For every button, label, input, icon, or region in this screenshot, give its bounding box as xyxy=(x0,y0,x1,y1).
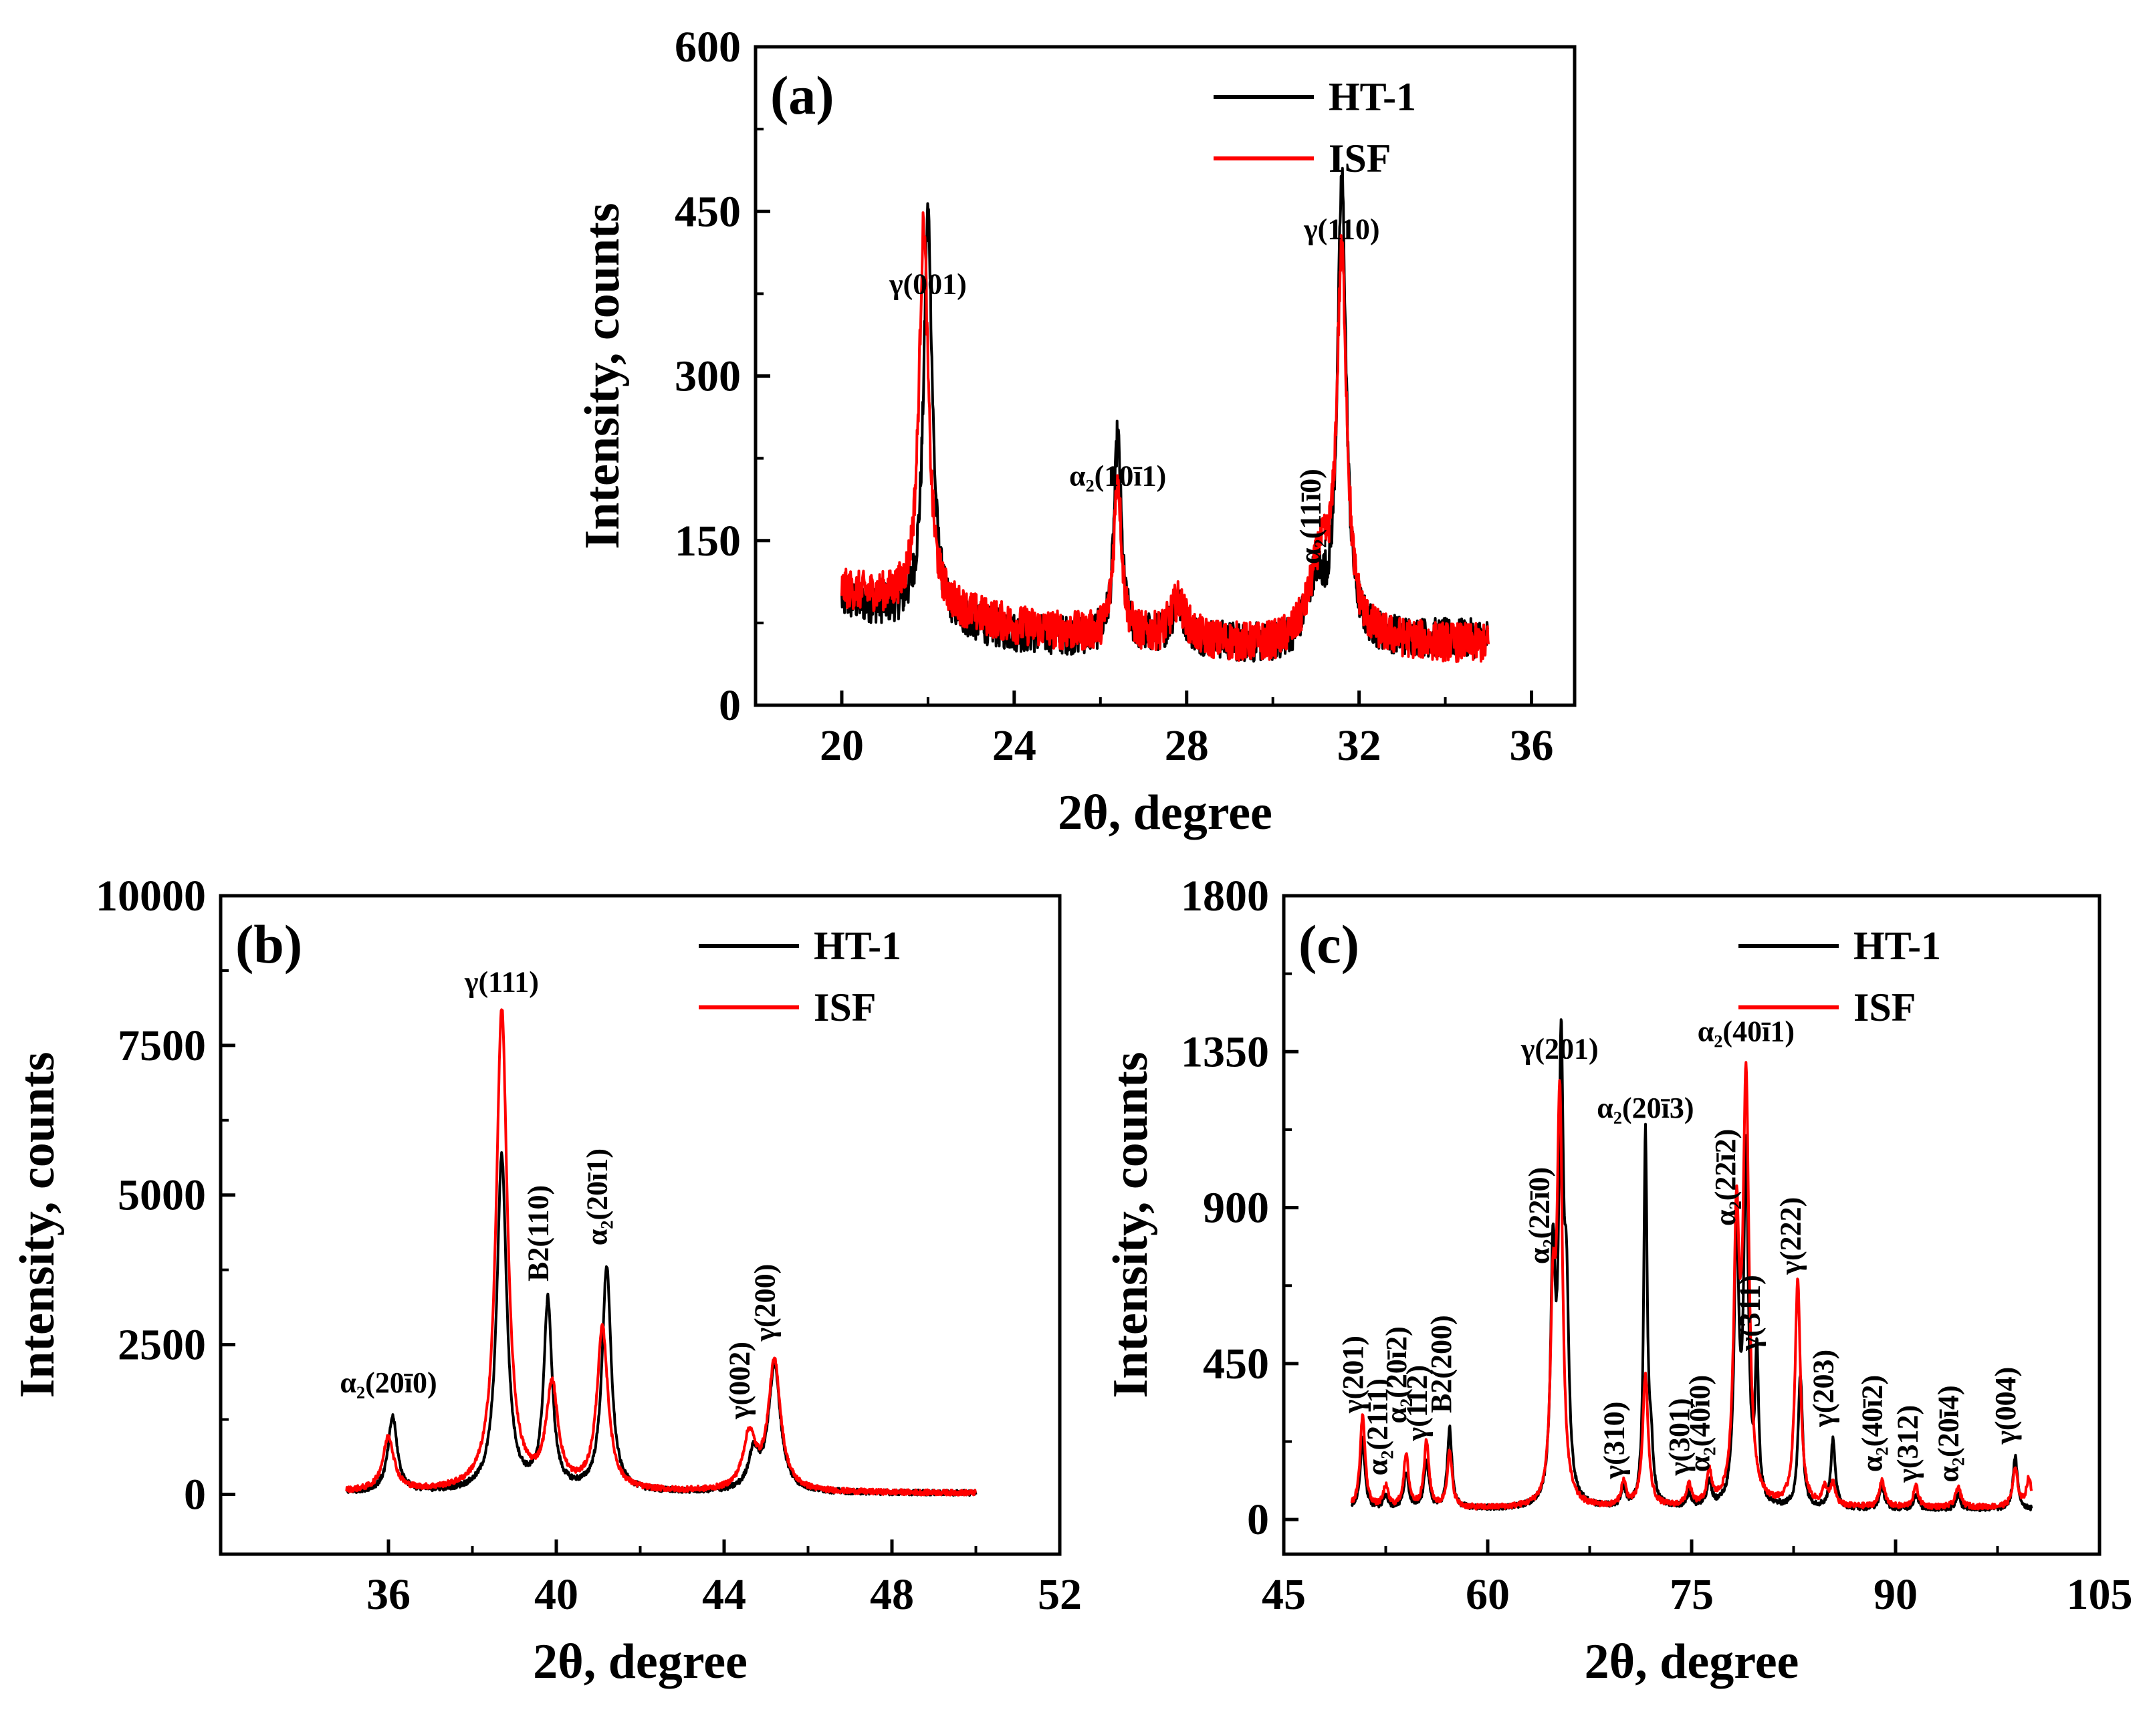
y-axis-title: Intensity, counts xyxy=(1103,1051,1158,1398)
peak-label: α₂(20ī4) xyxy=(1932,1385,1965,1482)
series-line-isf xyxy=(1350,1061,2033,1511)
peak-label: B2(110) xyxy=(522,1185,554,1281)
plot-frame xyxy=(219,894,1062,1556)
y-tick-label: 7500 xyxy=(118,1021,206,1070)
series-line-ht-1 xyxy=(840,166,1490,663)
y-tick-label: 1800 xyxy=(1181,872,1269,920)
peak-label: α₂(21ī1) xyxy=(1361,1378,1394,1475)
series-line-isf xyxy=(345,1008,978,1497)
y-tick-label: 450 xyxy=(1203,1340,1269,1388)
legend-label-isf: ISF xyxy=(814,985,876,1029)
y-tick-label: 300 xyxy=(675,352,741,401)
peak-label: γ(002) xyxy=(723,1342,756,1420)
peak-label: α₂(20ī0) xyxy=(340,1366,437,1399)
peak-label: γ(111) xyxy=(464,965,539,998)
x-tick-label: 45 xyxy=(1262,1570,1306,1619)
y-tick-label: 2500 xyxy=(118,1321,206,1370)
x-tick-label: 32 xyxy=(1337,721,1381,770)
y-tick-label: 0 xyxy=(719,681,741,730)
peak-label: α₂(20ī2) xyxy=(1380,1326,1413,1423)
peak-label: γ(222) xyxy=(1775,1197,1807,1275)
peak-label: α₂(40ī0) xyxy=(1683,1375,1716,1472)
x-tick-label: 36 xyxy=(366,1570,411,1619)
y-tick-label: 900 xyxy=(1203,1184,1269,1233)
x-tick-label: 105 xyxy=(2067,1570,2133,1619)
series-line-ht-1 xyxy=(345,1151,978,1497)
y-tick-label: 0 xyxy=(1247,1495,1269,1544)
x-tick-label: 20 xyxy=(820,721,864,770)
peak-label: γ(200) xyxy=(748,1264,781,1342)
peak-label: α₂(20ī1) xyxy=(580,1148,613,1245)
x-tick-label: 48 xyxy=(870,1570,914,1619)
x-axis-title: 2θ, degree xyxy=(1058,785,1272,840)
legend-label-isf: ISF xyxy=(1329,136,1391,180)
peak-label: α₂(40ī1) xyxy=(1698,1015,1795,1048)
peak-label: α₂(40ī2) xyxy=(1856,1375,1889,1472)
x-tick-label: 44 xyxy=(702,1570,746,1619)
x-tick-label: 90 xyxy=(1874,1570,1918,1619)
legend-label-ht-1: HT-1 xyxy=(1329,75,1416,119)
series-line-isf xyxy=(840,211,1490,663)
y-axis-title: Intensity, counts xyxy=(10,1051,65,1398)
chart-panel-b: 36 40 44 48 52 0 2500 5000 7500 10000 2θ, degree In… xyxy=(10,872,1082,1689)
y-axis-title: Intensity, counts xyxy=(575,203,630,549)
peak-label: α₂(22ī2) xyxy=(1709,1129,1742,1226)
y-tick-label: 450 xyxy=(675,187,741,236)
peak-label: γ(001) xyxy=(889,267,967,300)
panel-label: (b) xyxy=(235,914,302,975)
x-axis-title: 2θ, degree xyxy=(533,1634,748,1689)
y-tick-label: 0 xyxy=(184,1470,206,1519)
peak-label: γ(301) xyxy=(1663,1398,1696,1476)
peak-label: γ(310) xyxy=(1597,1402,1630,1480)
peak-label: α₂(10ī1) xyxy=(1069,460,1166,493)
panel-label: (c) xyxy=(1298,914,1359,975)
x-tick-label: 24 xyxy=(992,721,1036,770)
x-tick-label: 40 xyxy=(534,1570,578,1619)
peak-label: α₂(20ī3) xyxy=(1597,1092,1694,1124)
y-tick-label: 1350 xyxy=(1181,1027,1269,1076)
chart-panel-c: 45 60 75 90 105 0 450 900 1350 1800 2θ, degree Inte… xyxy=(1103,872,2133,1689)
x-tick-label: 60 xyxy=(1466,1570,1510,1619)
x-tick-label: 28 xyxy=(1165,721,1209,770)
y-tick-label: 150 xyxy=(675,517,741,566)
peak-label: γ(203) xyxy=(1807,1350,1839,1428)
x-axis-title: 2θ, degree xyxy=(1585,1634,1799,1689)
peak-label: γ(004) xyxy=(1989,1367,2022,1445)
peak-label: α₂(22ī0) xyxy=(1523,1167,1556,1264)
y-tick-label: 600 xyxy=(675,23,741,72)
x-tick-label: 52 xyxy=(1038,1570,1082,1619)
peak-label: γ(312) xyxy=(1892,1405,1924,1483)
legend-label-ht-1: HT-1 xyxy=(1853,924,1941,968)
peak-label: γ(201) xyxy=(1520,1033,1599,1066)
peak-label: B2(200) xyxy=(1425,1315,1458,1413)
peak-label: α₂(11ī0) xyxy=(1294,469,1327,564)
legend-label-ht-1: HT-1 xyxy=(814,924,901,968)
peak-label: γ(112) xyxy=(1401,1365,1434,1441)
y-tick-label: 10000 xyxy=(96,872,206,920)
y-tick-label: 5000 xyxy=(118,1171,206,1220)
peak-label: γ(201) xyxy=(1337,1336,1369,1414)
legend-label-isf: ISF xyxy=(1853,985,1916,1029)
peak-label: γ(311) xyxy=(1734,1275,1767,1351)
chart-panel-a: 20 24 28 32 36 0 150 300 450 600 2θ, degree Intensi… xyxy=(575,23,1577,840)
panel-label: (a) xyxy=(770,65,834,126)
peak-label: γ(110) xyxy=(1303,213,1379,245)
x-tick-label: 75 xyxy=(1670,1570,1714,1619)
x-tick-label: 36 xyxy=(1510,721,1554,770)
